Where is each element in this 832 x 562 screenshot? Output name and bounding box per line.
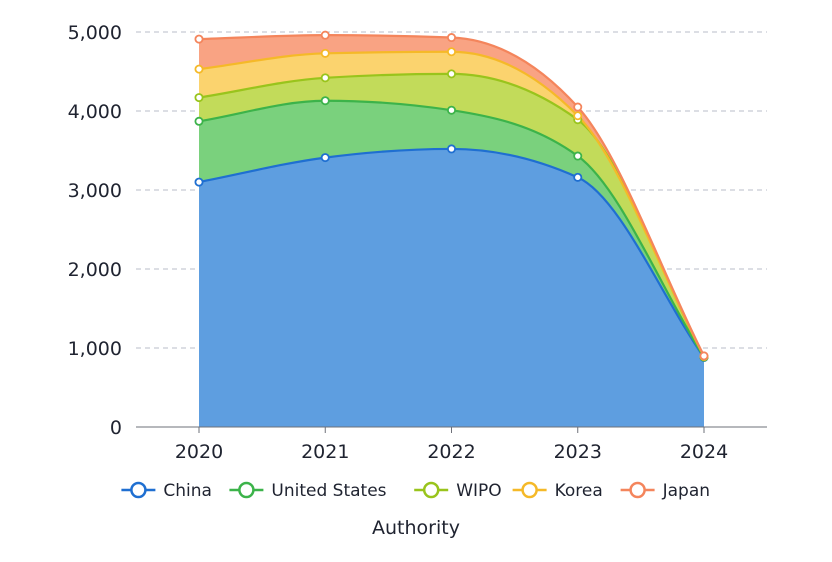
point-japan-2023[interactable] bbox=[574, 103, 581, 110]
legend-marker-china bbox=[131, 483, 145, 497]
point-united-states-2021[interactable] bbox=[322, 97, 329, 104]
point-wipo-2022[interactable] bbox=[448, 70, 455, 77]
point-korea-2022[interactable] bbox=[448, 48, 455, 55]
legend-label-japan: Japan bbox=[662, 481, 710, 501]
x-tick-label-2023: 2023 bbox=[554, 441, 602, 463]
point-japan-2020[interactable] bbox=[195, 36, 202, 43]
y-tick-label-0: 0 bbox=[110, 417, 122, 439]
x-tick-label-2021: 2021 bbox=[301, 441, 349, 463]
point-china-2023[interactable] bbox=[574, 174, 581, 181]
x-tick-label-2022: 2022 bbox=[427, 441, 475, 463]
point-china-2022[interactable] bbox=[448, 145, 455, 152]
legend-marker-korea bbox=[523, 483, 537, 497]
legend-label-china: China bbox=[163, 481, 212, 501]
point-japan-2021[interactable] bbox=[322, 32, 329, 39]
point-united-states-2022[interactable] bbox=[448, 107, 455, 114]
stacked-area-chart: 2020 2021 2022 2023 2024 0 1,000 2,000 3,000 4,00… bbox=[0, 0, 832, 558]
point-china-2021[interactable] bbox=[322, 154, 329, 161]
legend-marker-japan bbox=[631, 483, 645, 497]
legend-marker-united-states bbox=[239, 483, 253, 497]
legend-label-wipo: WIPO bbox=[456, 481, 501, 501]
legend-item-china[interactable]: China bbox=[121, 481, 212, 501]
x-axis-title: Authority bbox=[372, 517, 460, 539]
point-wipo-2021[interactable] bbox=[322, 74, 329, 81]
point-korea-2023[interactable] bbox=[574, 112, 581, 119]
x-tick-label-2024: 2024 bbox=[680, 441, 728, 463]
legend-item-united-states[interactable]: United States bbox=[229, 481, 386, 501]
legend-item-korea[interactable]: Korea bbox=[513, 481, 603, 501]
point-japan-2022[interactable] bbox=[448, 34, 455, 41]
legend-label-united-states: United States bbox=[271, 481, 386, 501]
point-wipo-2020[interactable] bbox=[195, 94, 202, 101]
point-japan-2024[interactable] bbox=[700, 352, 707, 359]
point-china-2020[interactable] bbox=[195, 179, 202, 186]
y-tick-label-4000: 4,000 bbox=[68, 101, 122, 123]
chart-container: 2020 2021 2022 2023 2024 0 1,000 2,000 3,000 4,00… bbox=[0, 0, 832, 558]
point-korea-2021[interactable] bbox=[322, 50, 329, 57]
legend-item-japan[interactable]: Japan bbox=[621, 481, 710, 501]
y-tick-label-2000: 2,000 bbox=[68, 259, 122, 281]
point-united-states-2020[interactable] bbox=[195, 118, 202, 125]
point-korea-2020[interactable] bbox=[195, 66, 202, 73]
point-united-states-2023[interactable] bbox=[574, 152, 581, 159]
x-tick-label-2020: 2020 bbox=[175, 441, 223, 463]
legend-item-wipo[interactable]: WIPO bbox=[414, 481, 501, 501]
y-tick-label-5000: 5,000 bbox=[68, 22, 122, 44]
legend-marker-wipo bbox=[424, 483, 438, 497]
legend-label-korea: Korea bbox=[555, 481, 603, 501]
y-tick-label-1000: 1,000 bbox=[68, 338, 122, 360]
y-tick-label-3000: 3,000 bbox=[68, 180, 122, 202]
legend: China United States WIPO Korea Japan bbox=[121, 481, 710, 501]
